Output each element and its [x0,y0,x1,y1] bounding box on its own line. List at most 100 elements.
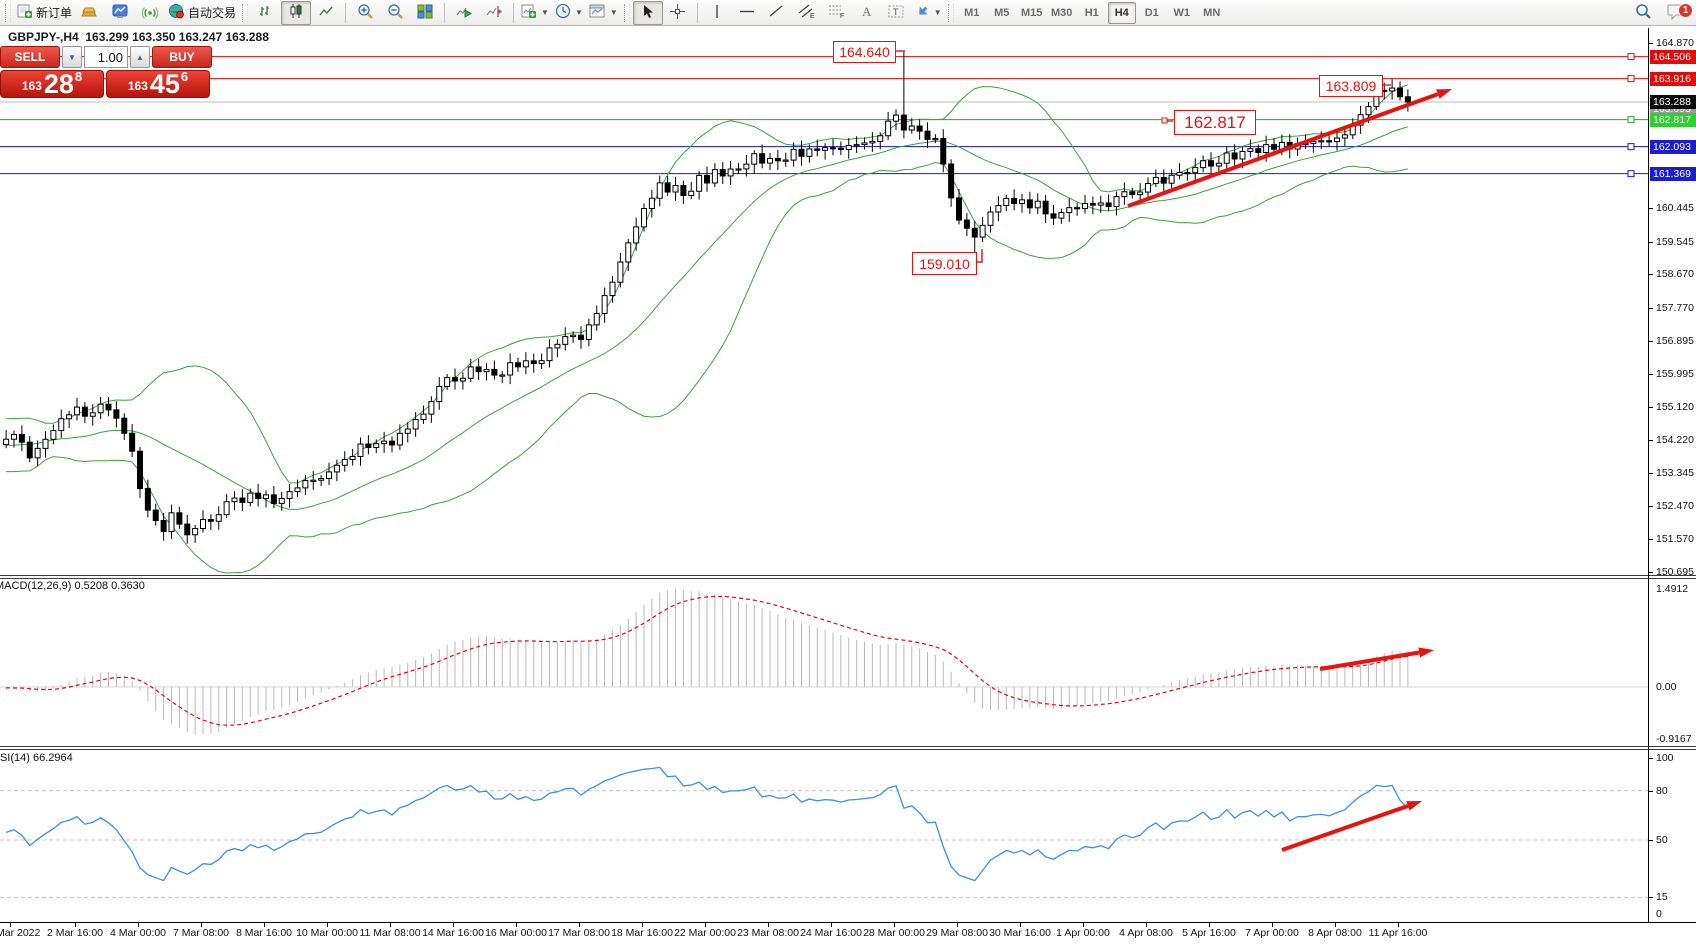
time-axis-label: 11 Mar 08:00 [359,927,421,939]
price-axis-tick-mark [1648,406,1653,408]
timeframe-W1[interactable]: W1 [1173,6,1190,19]
auto-scroll-button[interactable] [449,1,479,25]
periods-button[interactable]: ▼ [552,1,586,25]
chart-shift-icon [486,4,503,22]
timeframe-M15[interactable]: M15 [1021,6,1043,19]
bar-chart-icon [259,4,274,22]
new-order-label: 新订单 [36,6,73,20]
macd-scale-1.4912: 1.4912 [1656,582,1689,595]
fibonacci-tool-button[interactable]: F [822,1,852,25]
text-label-tool-button[interactable]: T [882,1,912,25]
arrows-tool-button[interactable]: ▼ [912,1,945,25]
macd-scale--0.9167: -0.9167 [1656,733,1692,745]
gold-icon [81,4,99,21]
time-axis-tick-mark [390,923,391,927]
pane-separator[interactable] [0,746,1696,750]
timeframe-H1[interactable]: H1 [1084,6,1099,19]
time-axis[interactable]: Mar 2022 2 Mar 16:00 4 Mar 00:00 7 Mar 08:0… [0,922,1696,945]
tile-windows-icon [417,4,433,22]
toolbar-grip [5,3,11,22]
macd-signal-line [6,595,1408,726]
timeframe-M5[interactable]: M5 [994,6,1010,19]
time-axis-tick-mark [75,923,76,927]
pane-separator[interactable] [0,575,1696,579]
rsi-scale-tick-mark [1648,897,1653,899]
templates-button[interactable]: ▼ [586,1,621,25]
rsi-scale-100: 100 [1656,752,1674,764]
rsi-scale-0: 0 [1656,908,1662,920]
horizontal-line-tool-button[interactable] [732,1,762,25]
rsi-scale-tick-mark [1648,922,1653,923]
time-axis-tick-mark [1398,923,1399,927]
timeframe-M1[interactable]: M1 [964,6,980,19]
rsi-pane-canvas[interactable] [0,750,1696,922]
zoom-in-button[interactable] [350,1,380,25]
chevron-down-icon: ▼ [541,8,549,17]
price-axis-tick-mark [1648,208,1653,210]
volume-decrease-button[interactable]: ▼ [62,46,82,68]
time-axis-label: 2 Mar 16:00 [46,927,104,939]
market-watch-button[interactable] [75,1,105,25]
rsi-scale-tick-mark [1648,790,1653,792]
timeframe-D1[interactable]: D1 [1144,6,1159,19]
crosshair-tool-button[interactable] [663,1,693,25]
time-axis-tick-mark [1146,923,1147,927]
buy-button[interactable]: BUY [152,46,212,68]
time-axis-label: 10 Mar 00:00 [296,927,358,939]
price-axis-tick: 157.770 [1656,301,1694,314]
trend-arrow [1127,89,1452,208]
notifications-button[interactable]: 1 [1658,1,1694,25]
price-axis-tick: 156.895 [1656,334,1694,347]
rsi-indicator-label: RSI(14) 66.2964 [0,752,73,764]
price-marker-161.369: 161.369 [1650,166,1696,181]
search-button[interactable] [1628,1,1658,25]
buy-price-button[interactable]: 163 45 6 [106,69,210,98]
zoom-out-button[interactable] [380,1,410,25]
main-chart-canvas[interactable] [0,28,1696,575]
tile-windows-button[interactable] [410,1,440,25]
rsi-scale-15: 15 [1656,891,1668,904]
price-axis-tick-mark [1648,473,1653,475]
cursor-tool-button[interactable] [632,0,663,25]
vertical-line-tool-button[interactable] [702,1,732,25]
time-axis-label: 18 Mar 16:00 [611,927,673,939]
channel-tool-button[interactable]: E [792,1,822,25]
toolbar-grip [947,3,954,22]
macd-indicator-label: MACD(12,26,9) 0.5208 0.3630 [0,580,145,592]
text-tool-button[interactable]: A [852,1,882,25]
fibonacci-icon: F [828,3,846,22]
sell-button[interactable]: SELL [0,46,60,68]
timeframe-M30[interactable]: M30 [1051,6,1073,19]
new-chart-button[interactable]: ▼ [518,1,552,25]
buy-price-pip: 6 [180,69,189,84]
candlestick-mode-button[interactable] [281,0,312,25]
timeframe-H4[interactable]: H4 [1107,1,1136,24]
time-axis-tick-mark [894,923,895,927]
new-order-button[interactable]: 新订单 [14,1,75,25]
chevron-down-icon: ▼ [574,8,583,17]
text-icon: A [860,4,873,22]
time-axis-label: 28 Mar 00:00 [863,927,925,939]
volume-input[interactable] [84,46,128,68]
metaeditor-button[interactable] [105,1,135,25]
timeframe-MN[interactable]: MN [1203,6,1221,19]
crosshair-icon [670,3,686,22]
volume-increase-button[interactable]: ▲ [130,46,150,68]
price-marker-163.288: 163.288 [1650,95,1696,110]
toolbar-separator [696,2,698,23]
bar-chart-mode-button[interactable] [251,1,281,25]
macd-pane-canvas[interactable] [0,579,1696,746]
autotrade-button[interactable]: 自动交易 [165,1,239,25]
time-axis-label: 8 Apr 08:00 [1308,927,1362,939]
time-axis-label: 7 Mar 08:00 [172,927,230,939]
chart-shift-button[interactable] [479,1,509,25]
trendline-tool-button[interactable] [762,1,792,25]
time-axis-label: 5 Apr 16:00 [1182,927,1236,939]
signals-button[interactable] [135,1,165,25]
price-axis-tick-mark [1648,43,1653,44]
line-chart-mode-button[interactable] [311,1,341,25]
macd-scale-0.00: 0.00 [1656,681,1677,693]
time-axis-tick-mark [1335,923,1336,927]
trendline-icon [769,4,784,21]
sell-price-button[interactable]: 163 28 8 [0,69,104,98]
